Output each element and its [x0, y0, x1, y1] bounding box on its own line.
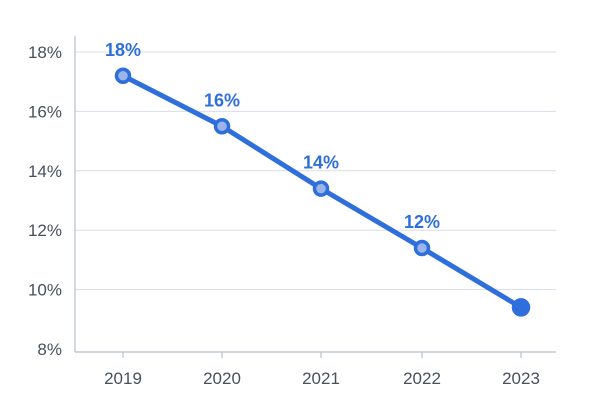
x-tick-label: 2021: [302, 369, 340, 388]
x-tick-label: 2020: [203, 369, 241, 388]
axes: [74, 36, 556, 353]
data-label: 16%: [204, 90, 240, 110]
y-tick-labels: 18% 16% 14% 12% 10% 8%: [28, 43, 62, 359]
data-label: 14%: [303, 153, 339, 173]
data-point: [413, 239, 431, 257]
y-tick-label: 8%: [37, 340, 62, 359]
grid-lines: [75, 51, 556, 291]
x-tick-labels: 2019 2020 2021 2022 2023: [104, 352, 540, 388]
data-label: 18%: [105, 40, 141, 60]
series: [114, 67, 531, 317]
y-tick-label: 16%: [28, 102, 62, 121]
x-tick-label: 2022: [403, 369, 441, 388]
y-tick-label: 18%: [28, 43, 62, 62]
data-point: [312, 180, 330, 197]
y-tick-label: 14%: [28, 162, 62, 181]
y-tick-label: 10%: [28, 281, 62, 300]
data-point: [213, 118, 231, 135]
x-tick-label: 2023: [502, 369, 540, 388]
data-point: [511, 298, 531, 317]
x-tick-label: 2019: [104, 369, 142, 388]
data-point: [114, 67, 132, 85]
y-tick-label: 12%: [28, 221, 62, 240]
data-label: 12%: [404, 212, 440, 232]
data-labels: 18% 16% 14% 12%: [105, 40, 440, 232]
